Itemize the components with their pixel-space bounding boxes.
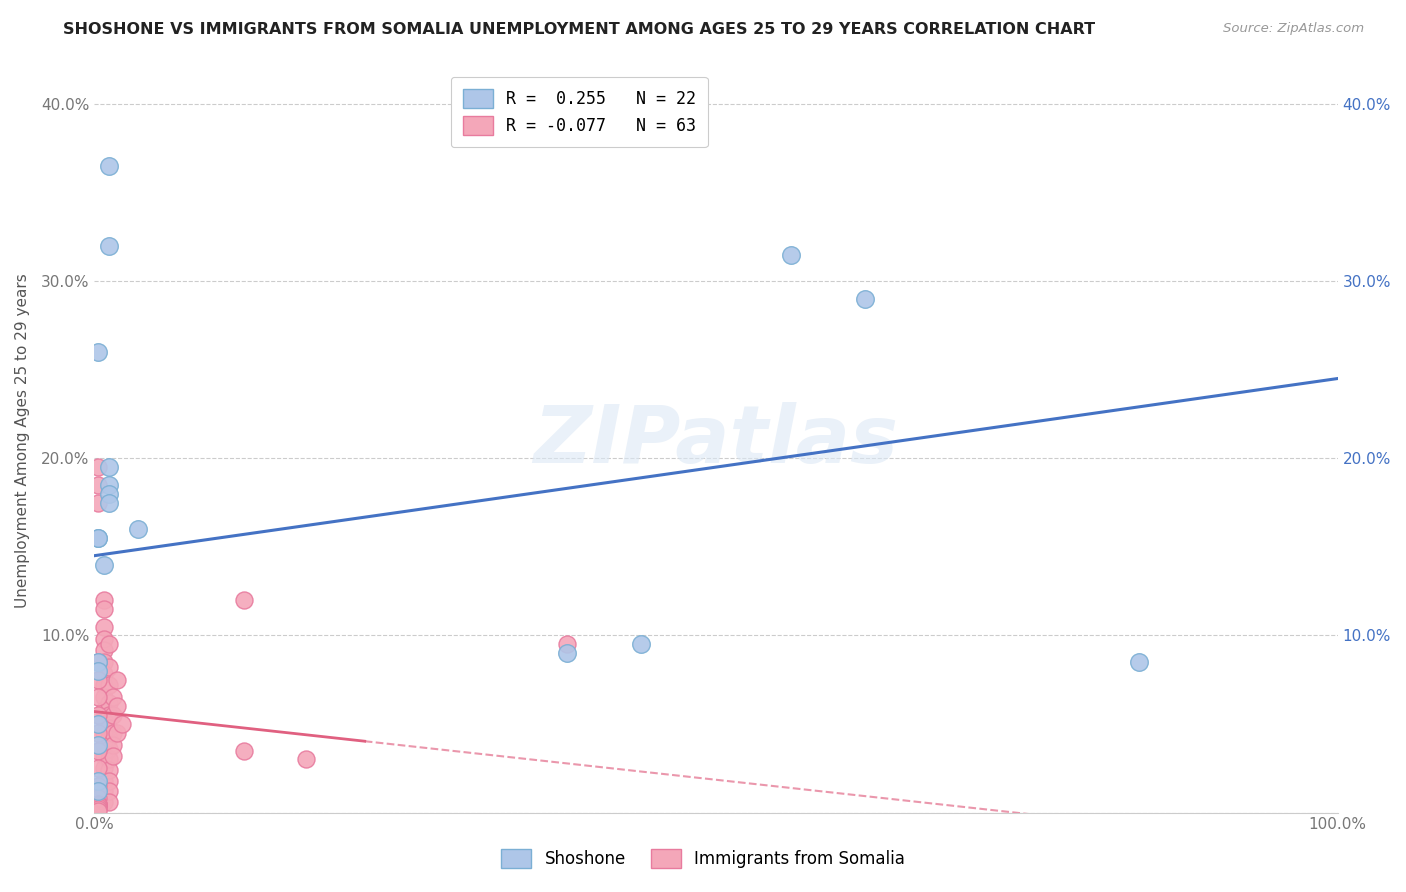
Point bbox=[87, 800, 110, 814]
Point bbox=[98, 159, 121, 173]
Point bbox=[87, 802, 110, 816]
Text: Source: ZipAtlas.com: Source: ZipAtlas.com bbox=[1223, 22, 1364, 36]
Point bbox=[93, 619, 115, 633]
Point bbox=[295, 752, 318, 766]
Point bbox=[87, 717, 110, 731]
Point bbox=[98, 660, 121, 674]
Point bbox=[101, 748, 124, 763]
Point bbox=[555, 637, 578, 651]
Point bbox=[98, 708, 121, 723]
Point bbox=[101, 726, 124, 740]
Point bbox=[93, 714, 115, 728]
Point bbox=[127, 522, 149, 536]
Point bbox=[93, 593, 115, 607]
Y-axis label: Unemployment Among Ages 25 to 29 years: Unemployment Among Ages 25 to 29 years bbox=[15, 273, 30, 608]
Legend: R =  0.255   N = 22, R = -0.077   N = 63: R = 0.255 N = 22, R = -0.077 N = 63 bbox=[451, 77, 707, 147]
Point bbox=[93, 655, 115, 669]
Point bbox=[98, 238, 121, 252]
Point bbox=[98, 696, 121, 710]
Point bbox=[98, 495, 121, 509]
Legend: Shoshone, Immigrants from Somalia: Shoshone, Immigrants from Somalia bbox=[495, 842, 911, 875]
Point bbox=[98, 731, 121, 746]
Point bbox=[98, 460, 121, 475]
Point bbox=[87, 478, 110, 492]
Point bbox=[98, 637, 121, 651]
Point bbox=[87, 495, 110, 509]
Point bbox=[105, 673, 128, 687]
Point bbox=[93, 602, 115, 616]
Point bbox=[98, 763, 121, 777]
Point bbox=[87, 743, 110, 757]
Point bbox=[93, 784, 115, 798]
Point bbox=[111, 717, 134, 731]
Point bbox=[232, 743, 254, 757]
Point bbox=[1128, 655, 1150, 669]
Point bbox=[93, 667, 115, 681]
Point bbox=[93, 738, 115, 752]
Point bbox=[87, 798, 110, 813]
Point bbox=[98, 678, 121, 692]
Point bbox=[87, 655, 110, 669]
Point bbox=[630, 637, 652, 651]
Point bbox=[93, 690, 115, 705]
Point bbox=[87, 779, 110, 793]
Point bbox=[105, 726, 128, 740]
Point bbox=[101, 708, 124, 723]
Point bbox=[98, 721, 121, 735]
Point bbox=[93, 761, 115, 775]
Point bbox=[101, 738, 124, 752]
Point bbox=[93, 678, 115, 692]
Point bbox=[87, 726, 110, 740]
Point bbox=[87, 797, 110, 811]
Point bbox=[105, 699, 128, 714]
Point bbox=[87, 531, 110, 545]
Point bbox=[87, 690, 110, 705]
Point bbox=[98, 752, 121, 766]
Point bbox=[98, 486, 121, 500]
Point bbox=[93, 773, 115, 788]
Point bbox=[87, 664, 110, 678]
Point bbox=[98, 784, 121, 798]
Point bbox=[555, 646, 578, 660]
Text: ZIPatlas: ZIPatlas bbox=[533, 401, 898, 480]
Point bbox=[87, 460, 110, 475]
Point bbox=[853, 292, 876, 306]
Point bbox=[87, 798, 110, 813]
Point bbox=[93, 642, 115, 657]
Point bbox=[87, 784, 110, 798]
Point bbox=[87, 791, 110, 805]
Point bbox=[93, 726, 115, 740]
Point bbox=[93, 795, 115, 809]
Point bbox=[87, 531, 110, 545]
Text: SHOSHONE VS IMMIGRANTS FROM SOMALIA UNEMPLOYMENT AMONG AGES 25 TO 29 YEARS CORRE: SHOSHONE VS IMMIGRANTS FROM SOMALIA UNEM… bbox=[63, 22, 1095, 37]
Point bbox=[93, 748, 115, 763]
Point bbox=[87, 773, 110, 788]
Point bbox=[93, 703, 115, 717]
Point bbox=[93, 558, 115, 572]
Point bbox=[779, 247, 801, 261]
Point bbox=[87, 655, 110, 669]
Point bbox=[87, 345, 110, 359]
Point bbox=[232, 593, 254, 607]
Point bbox=[101, 690, 124, 705]
Point bbox=[87, 738, 110, 752]
Point bbox=[87, 673, 110, 687]
Point bbox=[87, 797, 110, 811]
Point bbox=[87, 804, 110, 818]
Point bbox=[98, 773, 121, 788]
Point bbox=[98, 795, 121, 809]
Point bbox=[87, 761, 110, 775]
Point bbox=[87, 708, 110, 723]
Point bbox=[98, 478, 121, 492]
Point bbox=[98, 741, 121, 756]
Point bbox=[93, 632, 115, 646]
